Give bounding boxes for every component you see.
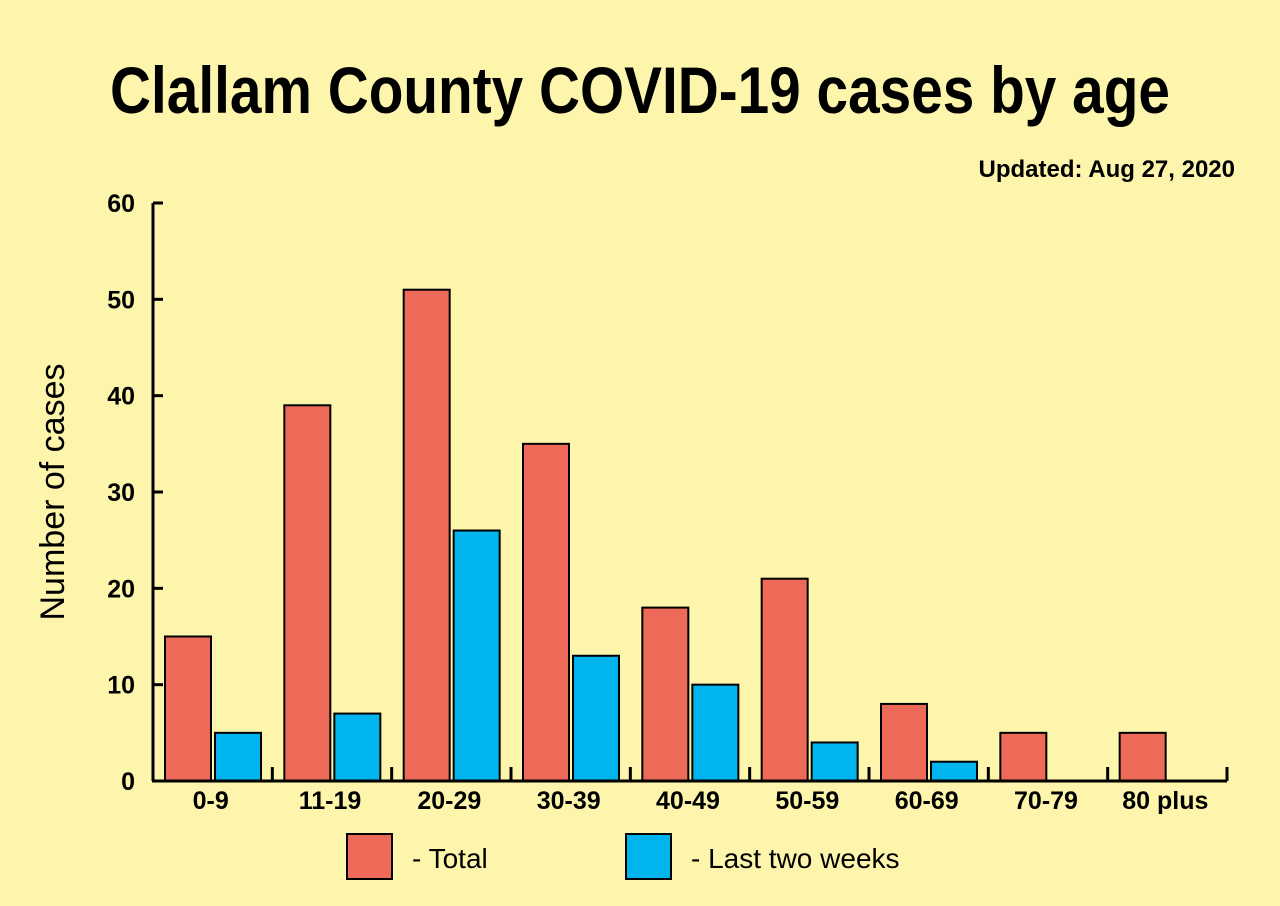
- x-tick-label: 0-9: [193, 787, 229, 815]
- bar-last-two-weeks-30-39: [572, 654, 620, 782]
- x-tick-label: 80 plus: [1122, 787, 1208, 815]
- x-tick-label: 50-59: [775, 787, 839, 815]
- bar-last-two-weeks-0-9: [214, 731, 262, 782]
- x-tick-label: 30-39: [537, 787, 601, 815]
- bar-last-two-weeks-20-29: [452, 529, 501, 782]
- legend-label-total: - Total: [412, 843, 488, 874]
- x-tick-label: 60-69: [895, 787, 959, 815]
- legend-swatch-total: [346, 833, 393, 880]
- y-tick-label: 0: [121, 768, 135, 796]
- y-axis-label: Number of cases: [34, 364, 72, 621]
- bar-total-80-plus: [1118, 731, 1167, 782]
- bar-total-11-19: [283, 404, 332, 782]
- y-tick-label: 40: [107, 383, 135, 411]
- updated-date: Updated: Aug 27, 2020: [978, 156, 1235, 183]
- bar-last-two-weeks-40-49: [691, 683, 740, 783]
- bar-last-two-weeks-11-19: [333, 712, 382, 782]
- bar-total-30-39: [522, 442, 570, 782]
- bar-total-0-9: [164, 635, 212, 782]
- chart-title: Clallam County COVID-19 cases by age: [110, 53, 1170, 127]
- bar-total-60-69: [880, 702, 928, 783]
- y-tick-label: 30: [107, 479, 135, 507]
- legend-swatch-last-two-weeks: [625, 833, 672, 880]
- bar-total-20-29: [402, 288, 451, 782]
- x-tick-label: 70-79: [1014, 787, 1078, 815]
- y-tick-label: 10: [107, 672, 135, 700]
- bar-total-50-59: [760, 577, 809, 783]
- y-tick-label: 50: [107, 286, 135, 314]
- bar-total-70-79: [999, 731, 1048, 782]
- x-tick-label: 40-49: [656, 787, 720, 815]
- y-tick-label: 60: [107, 190, 135, 218]
- bar-total-40-49: [641, 606, 690, 782]
- y-tick-label: 20: [107, 575, 135, 603]
- x-tick-label: 11-19: [299, 787, 362, 815]
- x-tick-label: 20-29: [417, 787, 481, 815]
- bar-last-two-weeks-60-69: [930, 760, 978, 783]
- legend-label-last-two-weeks: - Last two weeks: [691, 843, 900, 874]
- bar-last-two-weeks-50-59: [810, 741, 859, 783]
